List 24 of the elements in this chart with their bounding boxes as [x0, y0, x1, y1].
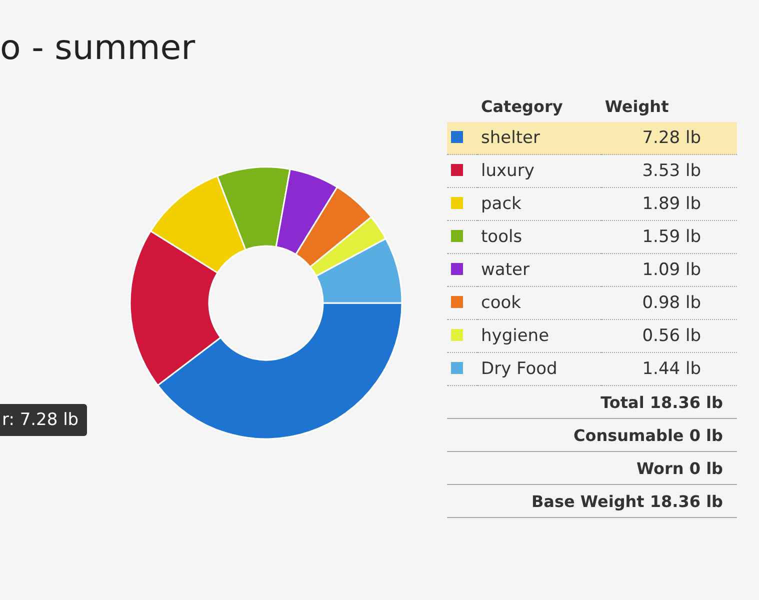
legend-label: pack — [477, 188, 601, 220]
text: Total 18.36 lb — [447, 386, 737, 418]
legend-label: cook — [477, 286, 601, 320]
text: r: 7.28 lb — [0, 404, 87, 436]
data-label: 0.98 lb — [600, 286, 737, 320]
data-label: 0.56 lb — [600, 320, 737, 352]
text: Weight — [604, 96, 670, 118]
text: Worn 0 lb — [447, 452, 737, 484]
legend-label: Dry Food — [477, 352, 601, 386]
legend-label: tools — [477, 220, 601, 254]
data-label: 1.09 lb — [600, 254, 737, 286]
data-label: 1.44 lb — [600, 352, 737, 386]
data-label: 7.28 lb — [600, 122, 737, 154]
legend-label: luxury — [477, 154, 601, 188]
legend-label: shelter — [477, 122, 601, 154]
text: Base Weight 18.36 lb — [447, 484, 737, 518]
text: Consumable 0 lb — [447, 418, 737, 452]
legend-title: Category — [480, 96, 564, 118]
data-label: 3.53 lb — [600, 154, 737, 188]
legend-label: hygiene — [477, 320, 601, 352]
chart-title: o - summer — [0, 28, 196, 68]
data-label: 1.59 lb — [600, 220, 737, 254]
data-label: 1.89 lb — [600, 188, 737, 220]
legend-label: water — [477, 254, 601, 286]
